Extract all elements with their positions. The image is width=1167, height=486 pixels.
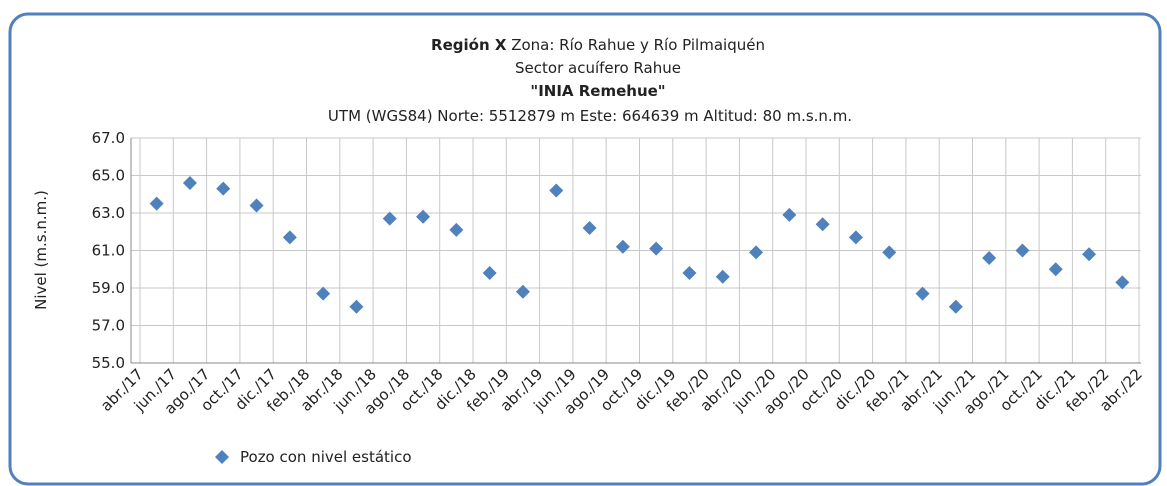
point [1082,247,1097,262]
title-rest: Zona: Río Rahue y Río Pilmaiquén [511,36,765,54]
point [615,239,630,254]
point [282,230,297,245]
point [649,241,664,256]
point [682,266,697,280]
y-tick-label: 57.0 [92,317,125,335]
point [249,198,264,213]
point [416,209,431,224]
point [815,217,830,232]
y-axis-title: Nivel (m.s.n.m.) [32,190,50,310]
point [515,284,530,299]
point [349,299,364,314]
point [1048,262,1063,277]
point [582,221,597,235]
point [715,269,730,284]
point [149,196,164,211]
chart-title: Región X Zona: Río Rahue y Río Pilmaiqué… [431,36,765,54]
point [982,251,997,265]
point [316,286,331,301]
point [1115,275,1130,290]
y-tick-label: 59.0 [92,279,125,297]
point [1015,243,1030,258]
point [216,181,231,196]
point [449,222,464,237]
legend-label: Pozo con nivel estático [240,448,412,466]
point [382,211,397,226]
y-tick-label: 55.0 [92,354,125,372]
location: UTM (WGS84) Norte: 5512879 m Este: 66463… [328,107,852,125]
point [915,286,930,301]
frame [8,12,1162,486]
point [882,245,897,260]
point [782,207,797,222]
legend-marker [215,450,229,464]
y-tick-label: 67.0 [92,129,125,147]
title-bold: Región X [431,36,507,54]
subtitle: Sector acuífero Rahue [515,59,681,77]
station: "INIA Remehue" [530,82,665,100]
point [948,299,963,314]
point [848,230,863,245]
point [749,245,764,260]
point [482,266,497,280]
y-tick-label: 61.0 [92,242,125,260]
point [549,183,564,198]
y-tick-label: 63.0 [92,204,125,222]
point [182,176,197,190]
y-tick-label: 65.0 [92,167,125,185]
